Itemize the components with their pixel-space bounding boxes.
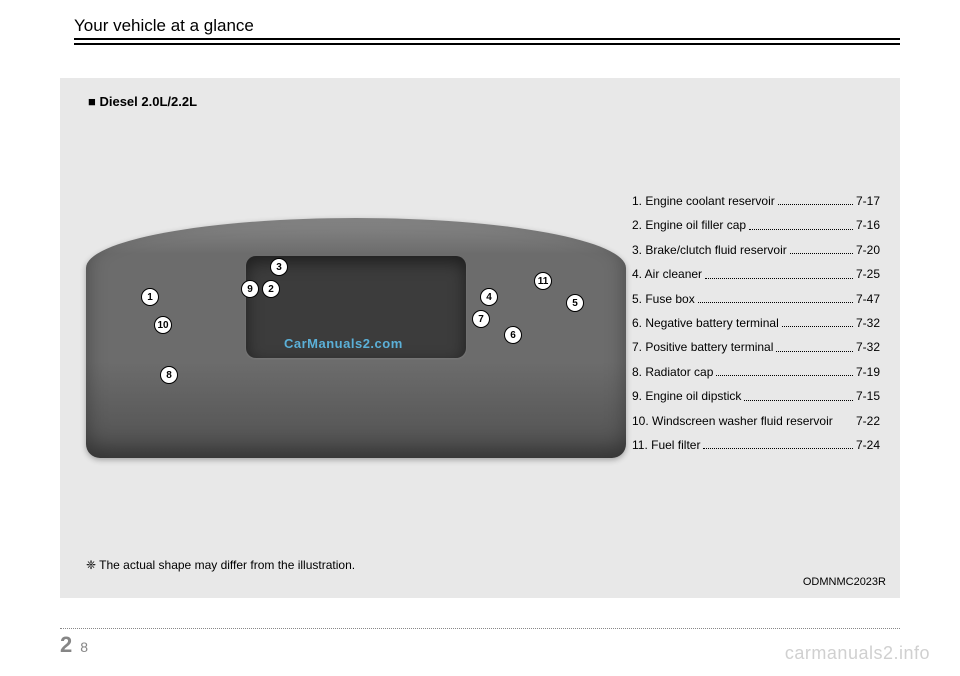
legend-page: 7-25 xyxy=(856,267,880,281)
diagram-watermark: CarManuals2.com xyxy=(284,336,403,351)
page-title: Your vehicle at a glance xyxy=(74,16,900,36)
legend-page: 7-22 xyxy=(856,414,880,428)
footer-numbers: 2 8 xyxy=(60,632,900,658)
legend-page: 7-32 xyxy=(856,316,880,330)
legend-page: 7-20 xyxy=(856,243,880,257)
legend-label: 2. Engine oil filler cap xyxy=(632,218,746,232)
legend-item: 9. Engine oil dipstick 7-15 xyxy=(632,389,880,403)
callout-7: 7 xyxy=(472,310,490,328)
legend-label: 5. Fuse box xyxy=(632,292,695,306)
header-rule xyxy=(74,38,900,45)
callout-6: 6 xyxy=(504,326,522,344)
legend-dots xyxy=(744,389,853,400)
callout-4: 4 xyxy=(480,288,498,306)
legend-item: 6. Negative battery terminal 7-32 xyxy=(632,316,880,330)
legend-label: 1. Engine coolant reservoir xyxy=(632,194,775,208)
legend-page: 7-19 xyxy=(856,365,880,379)
legend-item: 11. Fuel filter 7-24 xyxy=(632,438,880,452)
figure-code: ODMNMC2023R xyxy=(803,576,886,588)
legend-page: 7-17 xyxy=(856,194,880,208)
legend-dots xyxy=(703,438,852,449)
legend-item: 8. Radiator cap 7-19 xyxy=(632,365,880,379)
legend-item: 10. Windscreen washer fluid reservoir 7-… xyxy=(632,414,880,428)
legend-dots xyxy=(698,292,853,303)
legend-dots xyxy=(705,267,853,278)
callout-11: 11 xyxy=(534,272,552,290)
callout-9: 9 xyxy=(241,280,259,298)
bottom-watermark: carmanuals2.info xyxy=(785,643,930,664)
legend-label: 7. Positive battery terminal xyxy=(632,340,773,354)
engine-variant-caption: ■ Diesel 2.0L/2.2L xyxy=(88,94,197,109)
legend-item: 7. Positive battery terminal 7-32 xyxy=(632,340,880,354)
legend-dots xyxy=(790,243,853,254)
legend-label: 6. Negative battery terminal xyxy=(632,316,779,330)
legend-page: 7-24 xyxy=(856,438,880,452)
legend-label: 9. Engine oil dipstick xyxy=(632,389,741,403)
legend-dots xyxy=(716,365,853,376)
legend-page: 7-47 xyxy=(856,292,880,306)
engine-diagram: CarManuals2.com 1 2 3 4 5 6 7 8 9 10 11 xyxy=(86,218,626,458)
footer-rule xyxy=(60,628,900,629)
legend-dots xyxy=(778,194,853,205)
legend-label: 10. Windscreen washer fluid reservoir xyxy=(632,414,833,428)
legend-item: 5. Fuse box 7-47 xyxy=(632,292,880,306)
legend-dots xyxy=(749,218,853,229)
page-footer: 2 8 xyxy=(60,628,900,658)
legend-item: 1. Engine coolant reservoir 7-17 xyxy=(632,194,880,208)
legend-dots xyxy=(782,316,853,327)
legend-page: 7-15 xyxy=(856,389,880,403)
callout-8: 8 xyxy=(160,366,178,384)
legend-page: 7-16 xyxy=(856,218,880,232)
legend-dots xyxy=(776,340,853,351)
legend-item: 3. Brake/clutch fluid reservoir 7-20 xyxy=(632,243,880,257)
callout-10: 10 xyxy=(154,316,172,334)
legend-list: 1. Engine coolant reservoir 7-17 2. Engi… xyxy=(632,194,880,462)
illustration-note: ❈ The actual shape may differ from the i… xyxy=(86,558,355,572)
callout-1: 1 xyxy=(141,288,159,306)
legend-label: 3. Brake/clutch fluid reservoir xyxy=(632,243,787,257)
legend-label: 11. Fuel filter xyxy=(632,438,700,452)
legend-item: 2. Engine oil filler cap 7-16 xyxy=(632,218,880,232)
legend-label: 4. Air cleaner xyxy=(632,267,702,281)
main-panel: ■ Diesel 2.0L/2.2L CarManuals2.com 1 2 3… xyxy=(60,78,900,598)
footer-chapter-num: 2 xyxy=(60,632,72,658)
callout-2: 2 xyxy=(262,280,280,298)
callout-3: 3 xyxy=(270,258,288,276)
legend-page: 7-32 xyxy=(856,340,880,354)
legend-label: 8. Radiator cap xyxy=(632,365,713,379)
callout-5: 5 xyxy=(566,294,584,312)
legend-item: 4. Air cleaner 7-25 xyxy=(632,267,880,281)
engine-bay-shape: CarManuals2.com xyxy=(86,218,626,458)
footer-page-num: 8 xyxy=(80,639,88,655)
page-header: Your vehicle at a glance xyxy=(74,16,900,51)
